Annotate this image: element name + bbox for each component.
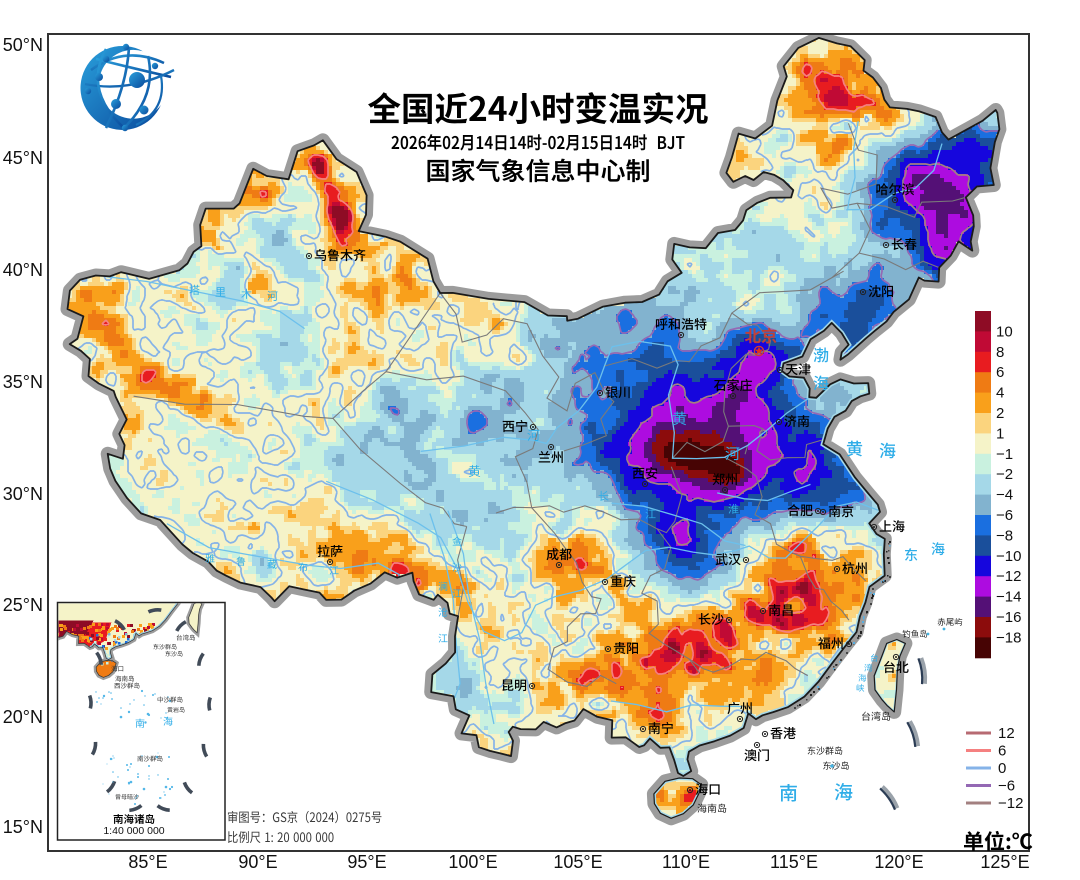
svg-text:10: 10 [996,323,1013,340]
svg-text:8: 8 [996,344,1004,361]
svg-text:1: 1 [996,425,1004,442]
svg-text:4: 4 [996,385,1004,402]
svg-text:90°E: 90°E [238,852,277,872]
svg-text:30°N: 30°N [3,484,43,504]
svg-text:50°N: 50°N [3,35,43,55]
svg-text:−14: −14 [996,589,1021,606]
svg-text:20°N: 20°N [3,707,43,727]
svg-text:−6: −6 [996,507,1013,524]
svg-text:85°E: 85°E [128,852,167,872]
svg-text:40°N: 40°N [3,260,43,280]
svg-text:6: 6 [998,743,1006,760]
svg-text:−8: −8 [996,527,1013,544]
svg-text:0: 0 [998,760,1006,777]
svg-text:−4: −4 [996,487,1013,504]
svg-text:35°N: 35°N [3,372,43,392]
svg-text:115°E: 115°E [770,852,818,872]
svg-text:−12: −12 [998,795,1023,812]
svg-text:45°N: 45°N [3,148,43,168]
svg-text:−6: −6 [998,778,1015,795]
svg-text:12: 12 [998,725,1015,742]
svg-text:−18: −18 [996,629,1021,646]
svg-text:120°E: 120°E [874,852,923,872]
svg-text:1:40 000 000: 1:40 000 000 [103,825,164,837]
svg-text:110°E: 110°E [662,852,710,872]
svg-text:15°N: 15°N [3,817,43,837]
svg-text:−2: −2 [996,466,1013,483]
svg-text:−16: −16 [996,609,1021,626]
svg-text:100°E: 100°E [448,852,497,872]
svg-text:125°E: 125°E [980,852,1029,872]
svg-text:−12: −12 [996,568,1021,585]
svg-text:105°E: 105°E [553,852,602,872]
svg-text:−1: −1 [996,446,1013,463]
svg-text:25°N: 25°N [3,595,43,615]
svg-text:95°E: 95°E [347,852,386,872]
svg-text:6: 6 [996,364,1004,381]
svg-text:−10: −10 [996,548,1021,565]
svg-text:2: 2 [996,405,1004,422]
